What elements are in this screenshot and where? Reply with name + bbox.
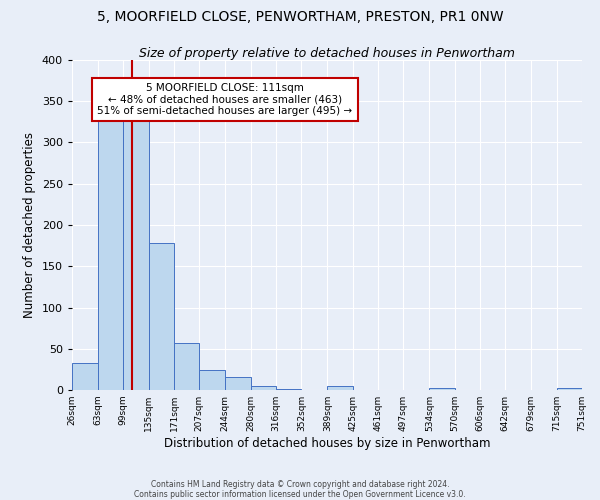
Bar	[124, 113, 149, 390]
Bar	[430, 388, 455, 390]
Y-axis label: Number of detached properties: Number of detached properties	[23, 132, 36, 318]
Text: 5, MOORFIELD CLOSE, PENWORTHAM, PRESTON, PR1 0NW: 5, MOORFIELD CLOSE, PENWORTHAM, PRESTON,…	[97, 10, 503, 24]
Title: Size of property relative to detached houses in Penwortham: Size of property relative to detached ho…	[139, 47, 515, 60]
Bar	[226, 377, 251, 390]
Bar	[557, 388, 582, 390]
Bar	[72, 363, 98, 390]
Bar	[174, 343, 199, 390]
Bar	[276, 389, 301, 390]
Text: Contains HM Land Registry data © Crown copyright and database right 2024.
Contai: Contains HM Land Registry data © Crown c…	[134, 480, 466, 499]
Bar	[251, 386, 276, 390]
Bar	[328, 386, 353, 390]
X-axis label: Distribution of detached houses by size in Penwortham: Distribution of detached houses by size …	[164, 437, 490, 450]
Bar	[199, 370, 226, 390]
Bar	[149, 243, 174, 390]
Bar	[98, 120, 124, 390]
Text: 5 MOORFIELD CLOSE: 111sqm
← 48% of detached houses are smaller (463)
51% of semi: 5 MOORFIELD CLOSE: 111sqm ← 48% of detac…	[97, 83, 353, 116]
